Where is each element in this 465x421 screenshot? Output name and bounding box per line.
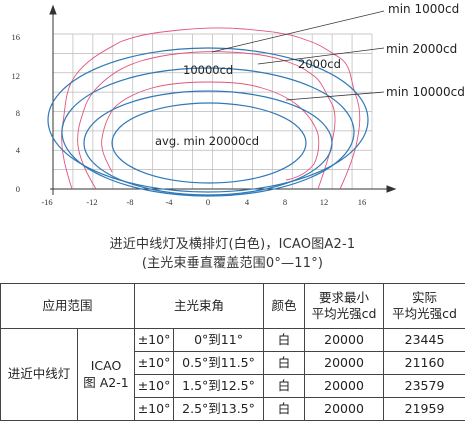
y-tick-label: 4 bbox=[16, 145, 21, 155]
x-tick-label: -12 bbox=[86, 197, 97, 207]
cell-color: 白 bbox=[264, 375, 305, 398]
header-actual-line2: 平均光强cd bbox=[384, 306, 465, 322]
cell-required: 20000 bbox=[305, 329, 384, 352]
measured-contours bbox=[62, 28, 360, 189]
cell-vertical-beam: 0.5°到11.5° bbox=[174, 352, 264, 375]
y-tick-label: 0 bbox=[16, 184, 20, 194]
table-row: 进近中线灯 ICAO 图 A2-1 ±10° 0°到11° 白 20000 23… bbox=[1, 329, 465, 352]
cell-color: 白 bbox=[264, 352, 305, 375]
x-tick-label: 0 bbox=[206, 197, 210, 207]
x-tick-labels: -16 -12 -8 -4 0 4 8 12 16 bbox=[41, 197, 366, 207]
cell-actual: 21959 bbox=[384, 398, 465, 421]
cell-required: 20000 bbox=[305, 398, 384, 421]
header-actual: 实际 平均光强cd bbox=[384, 284, 465, 329]
contour-labels: min 1000cd min 2000cd min 10000cd 10000c… bbox=[155, 2, 465, 148]
header-actual-line1: 实际 bbox=[384, 290, 465, 306]
x-tick-label: 4 bbox=[245, 197, 250, 207]
header-main-beam: 主光束角 bbox=[135, 284, 264, 329]
x-tick-label: 16 bbox=[358, 197, 367, 207]
header-application: 应用范围 bbox=[1, 284, 135, 329]
cell-required: 20000 bbox=[305, 375, 384, 398]
spec-table: 应用范围 主光束角 颜色 要求最小 平均光强cd 实际 平均光强cd 进近中线灯… bbox=[0, 283, 465, 421]
header-required-line1: 要求最小 bbox=[305, 290, 383, 306]
label-avg-20000cd: avg. min 20000cd bbox=[155, 134, 259, 148]
x-tick-label: 12 bbox=[320, 197, 329, 207]
cell-actual: 23579 bbox=[384, 375, 465, 398]
x-tick-label: -16 bbox=[41, 197, 52, 207]
x-tick-label: -8 bbox=[126, 197, 133, 207]
figure-caption-subtitle: (主光束垂直覆盖范围0°—11°) bbox=[0, 252, 465, 271]
x-tick-label: 8 bbox=[283, 197, 287, 207]
header-required: 要求最小 平均光强cd bbox=[305, 284, 384, 329]
label-10000cd: 10000cd bbox=[183, 63, 233, 77]
figure-caption-title: 进近中线灯及横排灯(白色)，ICAO图A2-1 bbox=[0, 233, 465, 252]
cell-actual: 21160 bbox=[384, 352, 465, 375]
cell-horizontal-beam: ±10° bbox=[135, 398, 174, 421]
leader-lines bbox=[212, 11, 384, 100]
y-axis-arrow bbox=[50, 6, 56, 14]
cell-application-type: 进近中线灯 bbox=[1, 329, 78, 421]
standard-line1: ICAO bbox=[78, 358, 134, 374]
leader-min-10000 bbox=[286, 92, 384, 100]
label-min-1000cd: min 1000cd bbox=[388, 2, 459, 16]
cell-color: 白 bbox=[264, 329, 305, 352]
cell-vertical-beam: 1.5°到12.5° bbox=[174, 375, 264, 398]
x-tick-label: -4 bbox=[165, 197, 173, 207]
header-color: 颜色 bbox=[264, 284, 305, 329]
cell-standard: ICAO 图 A2-1 bbox=[78, 329, 135, 421]
contour-min-2000cd bbox=[62, 68, 354, 196]
x-axis-arrow bbox=[387, 186, 395, 192]
cell-vertical-beam: 0°到11° bbox=[174, 329, 264, 352]
y-tick-labels: 0 4 8 12 16 bbox=[12, 32, 21, 194]
table-header-row: 应用范围 主光束角 颜色 要求最小 平均光强cd 实际 平均光强cd bbox=[1, 284, 465, 329]
standard-line2: 图 A2-1 bbox=[78, 375, 134, 391]
cell-horizontal-beam: ±10° bbox=[135, 352, 174, 375]
cell-vertical-beam: 2.5°到13.5° bbox=[174, 398, 264, 421]
label-2000cd: 2000cd bbox=[298, 57, 341, 71]
y-tick-label: 8 bbox=[16, 108, 20, 118]
label-min-10000cd: min 10000cd bbox=[386, 85, 465, 99]
cell-color: 白 bbox=[264, 398, 305, 421]
cell-horizontal-beam: ±10° bbox=[135, 329, 174, 352]
cell-horizontal-beam: ±10° bbox=[135, 375, 174, 398]
isocandela-diagram: -16 -12 -8 -4 0 4 8 12 16 0 4 8 12 16 mi… bbox=[0, 0, 465, 232]
y-tick-label: 12 bbox=[12, 71, 21, 81]
header-required-line2: 平均光强cd bbox=[305, 306, 383, 322]
cell-actual: 23445 bbox=[384, 329, 465, 352]
cell-required: 20000 bbox=[305, 352, 384, 375]
y-tick-label: 16 bbox=[12, 32, 21, 42]
leader-min-1000 bbox=[212, 11, 384, 52]
label-min-2000cd: min 2000cd bbox=[386, 42, 457, 56]
